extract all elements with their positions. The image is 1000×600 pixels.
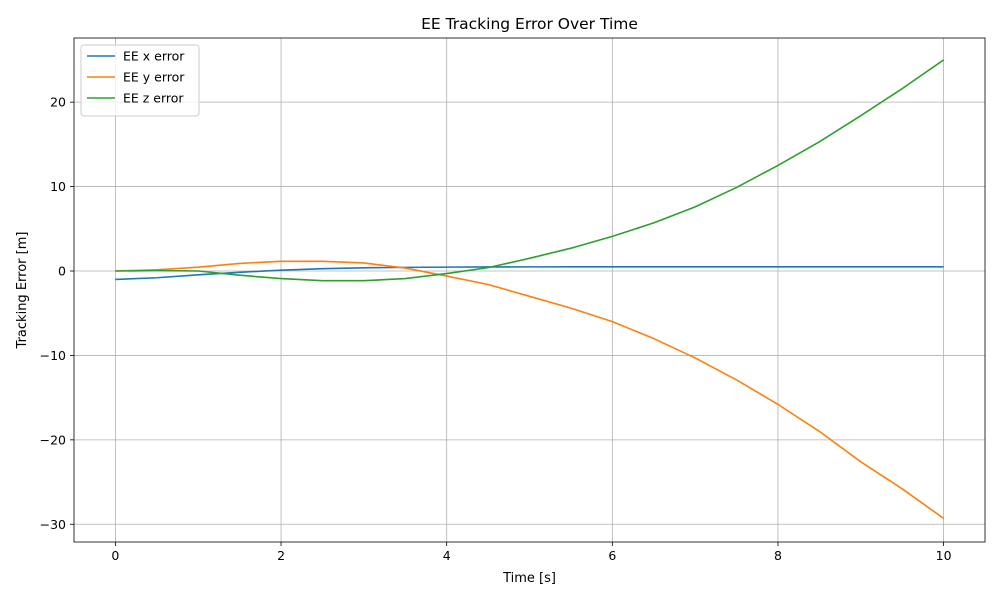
y-tick-label: 10 (50, 179, 66, 194)
legend-label: EE x error (123, 49, 185, 64)
series-line-1 (115, 265, 944, 281)
y-tick-label: 20 (50, 95, 66, 110)
y-axis-label: Tracking Error [m] (15, 232, 30, 350)
axes-frame (73, 37, 986, 543)
y-tick-label: −10 (40, 348, 66, 363)
legend-label: EE z error (123, 91, 184, 106)
series-line-2 (115, 260, 945, 520)
series-layer (115, 59, 945, 520)
x-tick-label: 6 (608, 548, 616, 563)
legend-label: EE y error (123, 70, 185, 85)
series-line-3 (115, 59, 945, 282)
x-tick-label: 4 (443, 548, 451, 563)
y-tick-label: −20 (40, 432, 66, 447)
grid (74, 38, 985, 542)
x-axis-label: Time [s] (502, 571, 556, 586)
chart-title: EE Tracking Error Over Time (421, 15, 638, 33)
y-tick-label: −30 (40, 517, 66, 532)
y-tick-label: 0 (58, 264, 66, 279)
x-tick-label: 0 (111, 548, 119, 563)
legend: EE x error EE y error EE z error (80, 44, 200, 117)
x-tick-label: 8 (774, 548, 782, 563)
x-tick-label: 2 (277, 548, 285, 563)
x-tick-label: 10 (936, 548, 952, 563)
ticks: 0 2 4 6 8 10 −30 −20 −10 0 10 20 (40, 95, 952, 563)
